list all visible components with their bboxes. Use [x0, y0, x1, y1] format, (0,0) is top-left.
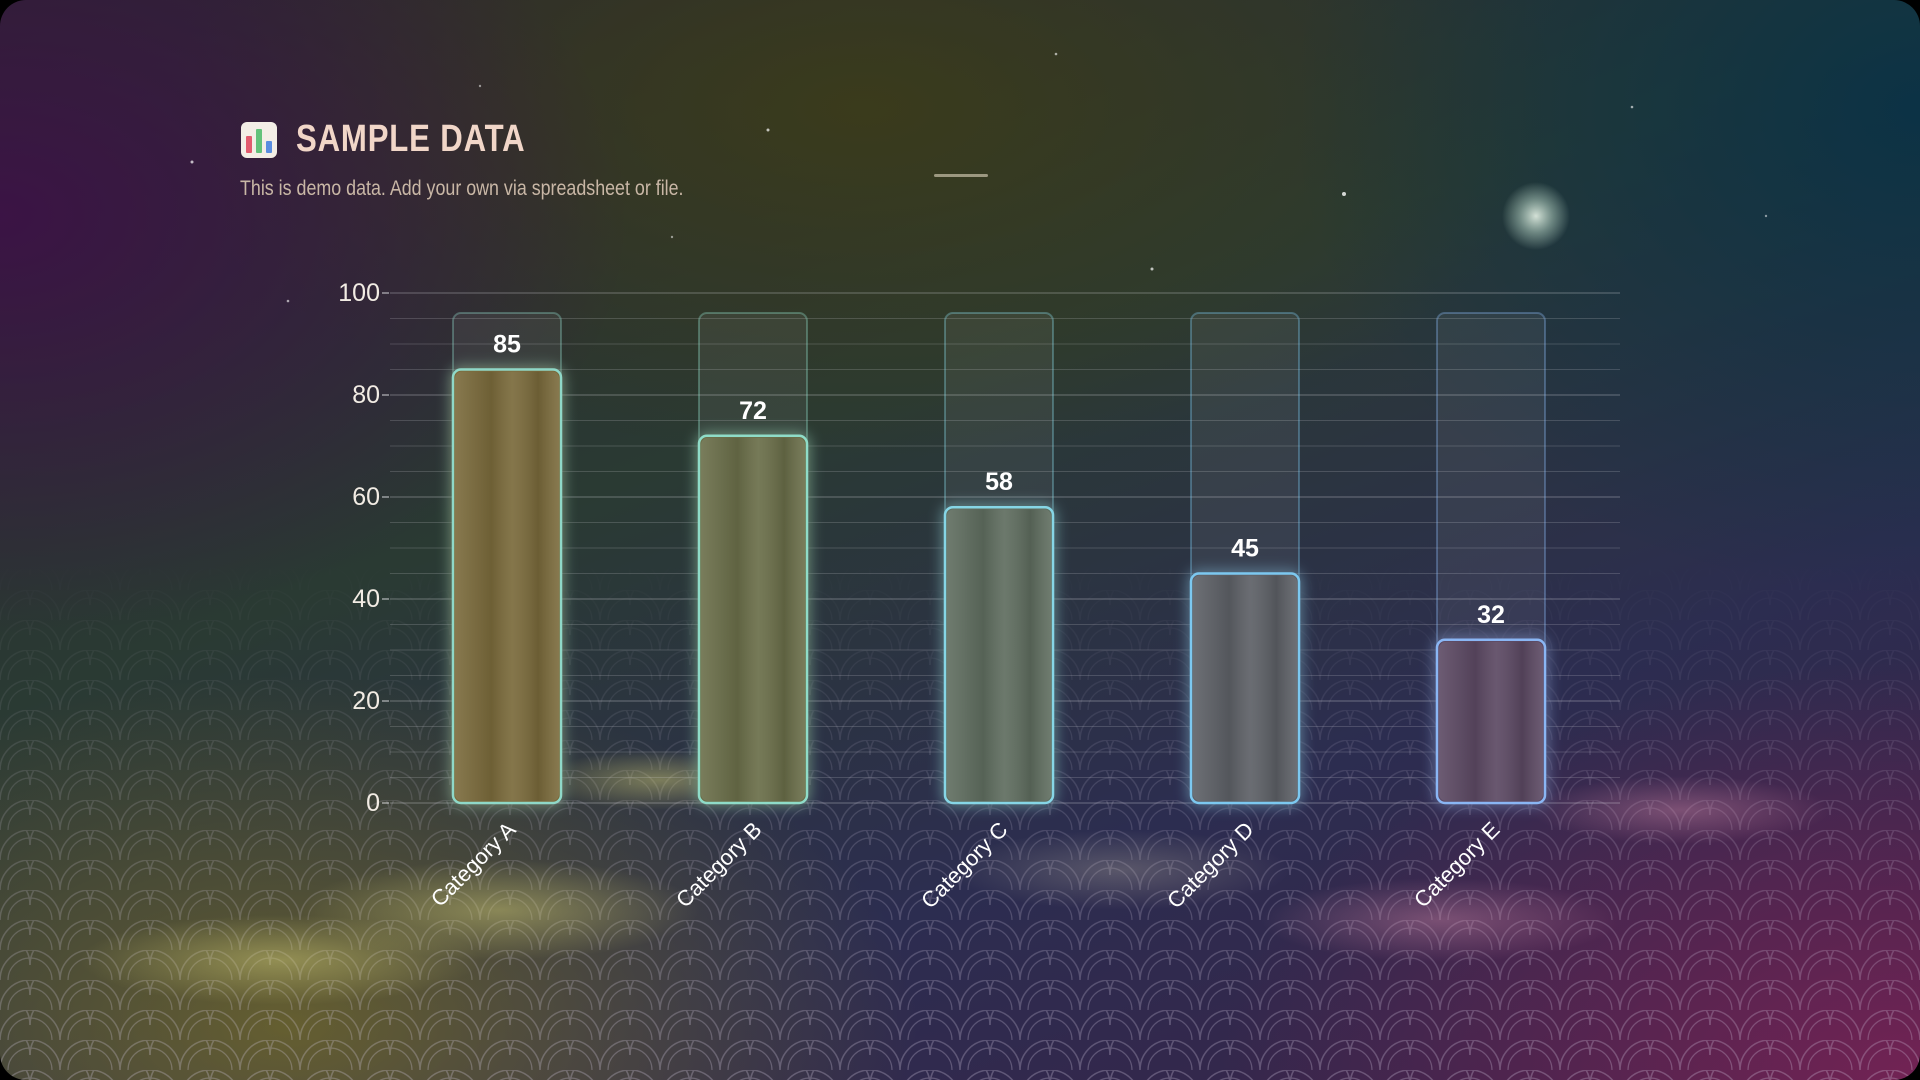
bar-sheen: [455, 371, 559, 801]
star: [766, 128, 770, 132]
star: [1342, 192, 1346, 196]
value-label: 72: [739, 397, 767, 425]
y-tick-label: 100: [338, 279, 380, 307]
cloud-glow: [1530, 776, 1830, 844]
y-tick-label: 0: [366, 789, 380, 817]
chart-header: SAMPLE DATA This is demo data. Add your …: [240, 118, 762, 201]
value-label: 58: [985, 468, 1013, 496]
star: [1764, 214, 1768, 218]
value-label: 45: [1231, 535, 1259, 563]
y-tick-label: 40: [352, 585, 380, 613]
star: [286, 299, 290, 303]
y-tick-label: 80: [352, 381, 380, 409]
bar-sheen: [947, 509, 1051, 801]
x-tick-label: Category D: [1162, 817, 1258, 913]
shooting-star: [934, 174, 988, 177]
value-label: 85: [493, 331, 521, 359]
star: [1150, 267, 1154, 271]
cloud-glow: [300, 860, 700, 960]
cloud-glow: [950, 830, 1290, 910]
bars: [451, 312, 1547, 805]
moon-glow: [1502, 182, 1570, 250]
bar-chart-icon: [241, 121, 277, 158]
y-axis: 0 20 40 60 80 100: [338, 279, 389, 817]
star: [190, 160, 194, 164]
bar-sheen: [701, 437, 805, 801]
value-label: 32: [1477, 601, 1505, 629]
x-tick-label: Category C: [916, 817, 1012, 913]
bar-sheen: [1439, 641, 1543, 801]
y-tick-label: 60: [352, 483, 380, 511]
x-tick-label: Category B: [671, 817, 767, 913]
x-tick-label: Category A: [426, 817, 521, 912]
x-tick-label: Category E: [1409, 817, 1505, 913]
star: [670, 235, 674, 239]
chart-title: SAMPLE DATA: [296, 118, 526, 160]
cloud-glow: [1260, 878, 1620, 962]
star: [1054, 52, 1058, 56]
chart-subtitle: This is demo data. Add your own via spre…: [240, 177, 684, 200]
star: [1630, 105, 1634, 109]
bar-sheen: [1193, 575, 1297, 801]
y-tick-label: 20: [352, 687, 380, 715]
star: [478, 84, 482, 88]
